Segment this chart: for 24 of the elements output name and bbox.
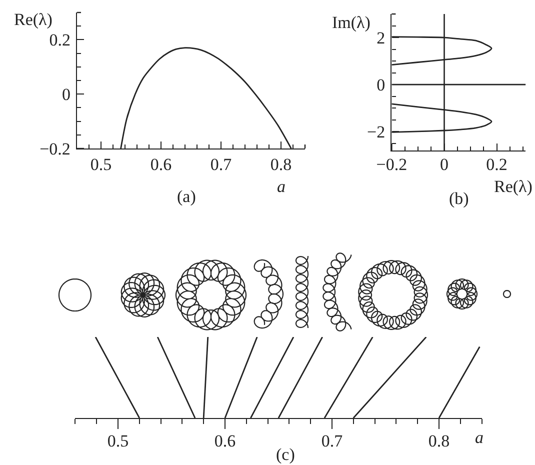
y-tick-label: 0 xyxy=(376,76,386,95)
text: (b) xyxy=(449,189,469,208)
text: (c) xyxy=(276,445,295,464)
x-tick-label: 0.7 xyxy=(210,155,232,174)
x-tick-label: 0.5 xyxy=(90,155,112,174)
x-tick-label: 0.8 xyxy=(270,155,292,174)
x-axis-title: Re(λ) xyxy=(494,177,532,196)
x-tick-label: 0.8 xyxy=(428,432,450,451)
y-tick-label: 2 xyxy=(376,28,386,48)
x-tick-label: 0.2 xyxy=(486,155,508,174)
x-tick-label: 0.5 xyxy=(107,432,129,451)
x-tick-label: 0.6 xyxy=(214,432,236,451)
x-tick-label: 0.6 xyxy=(150,155,172,174)
y-axis-title: Im(λ) xyxy=(332,13,370,32)
x-tick-label: 0.7 xyxy=(321,432,344,451)
y-tick-label: −0.2 xyxy=(40,139,70,158)
x-axis-title: a xyxy=(277,177,286,196)
x-tick-label: 0 xyxy=(440,155,448,174)
x-axis-title: a xyxy=(475,428,484,447)
text: (a) xyxy=(177,187,196,206)
y-axis-title: Re(λ) xyxy=(14,10,52,29)
y-tick-label: −2 xyxy=(367,122,386,142)
y-tick-label: 0 xyxy=(62,85,70,104)
y-tick-label: 0.2 xyxy=(49,30,70,50)
